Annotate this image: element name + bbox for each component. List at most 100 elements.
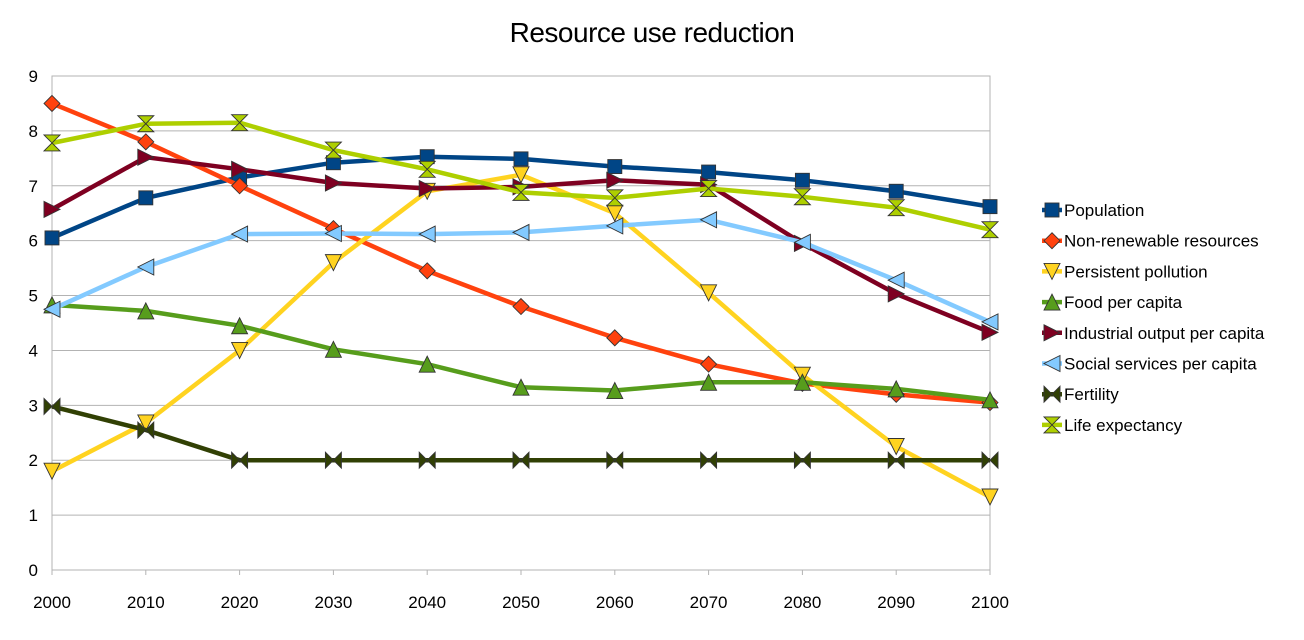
legend-item: Non-renewable resources [1042,232,1259,251]
y-tick-label: 1 [29,506,38,525]
y-tick-label: 2 [29,451,38,470]
data-point [980,221,1000,239]
y-tick-label: 8 [29,122,38,141]
x-tick-label: 2010 [127,593,165,612]
data-point [231,451,249,470]
data-point [418,179,437,198]
axes: 0 1 2 3 4 5 6 7 8 9 2000 2010 2020 2030 2040 2050 2060 20… [29,67,1009,612]
data-point [138,190,154,206]
legend-label: Population [1064,201,1144,220]
y-tick-label: 7 [29,177,38,196]
data-point [324,340,343,358]
legend-label: Social services per capita [1064,355,1257,374]
data-point [887,438,905,456]
data-point [512,451,530,470]
legend-marker [1043,385,1061,404]
grid [51,75,991,571]
x-tick-label: 2090 [877,593,915,612]
legend-marker [1042,354,1061,373]
legend-marker [1043,324,1062,342]
legend-item: Food per capita [1042,293,1183,312]
data-point [982,199,998,215]
legend-label: Persistent pollution [1064,262,1208,281]
data-point [699,284,718,302]
data-point [137,414,155,432]
data-point [137,420,155,440]
data-point [981,488,999,507]
legend-marker [1042,416,1062,434]
data-point [43,397,61,416]
data-point [607,159,623,175]
data-point [793,373,812,391]
legend-item: Persistent pollution [1042,262,1208,281]
legend-item: Population [1042,201,1144,220]
x-tick-label: 2020 [221,593,259,612]
legend: Population Non-renewable resources Persist… [1042,201,1265,435]
data-point [981,451,999,470]
data-point [418,160,437,178]
data-point [513,151,529,167]
legend-label: Non-renewable resources [1064,232,1259,251]
legend-label: Life expectancy [1064,416,1183,435]
data-point [605,217,624,235]
series-line [50,172,992,499]
data-point [230,341,249,360]
series-line [51,404,990,463]
x-tick-label: 2070 [690,593,728,612]
legend-marker [1044,202,1060,218]
data-point [137,148,155,166]
data-point [418,355,436,373]
series-life-expectancy [42,114,1000,239]
legend-item: Life expectancy [1042,416,1183,435]
x-tick-label: 2050 [502,593,540,612]
legend-marker [1043,293,1061,311]
series-population [44,149,998,246]
data-point [43,200,62,219]
data-point [230,177,249,195]
y-tick-label: 6 [29,232,38,251]
data-point [888,183,904,199]
y-tick-label: 3 [29,396,38,415]
data-point [887,271,905,289]
data-point [887,379,905,398]
data-point [230,225,249,243]
data-point [887,199,906,217]
data-point [324,141,343,159]
series-layer [42,94,1000,507]
data-point [511,223,530,242]
data-point [324,224,342,243]
data-point [793,233,811,252]
data-point [324,254,343,272]
y-tick-label: 9 [29,67,38,86]
x-tick-label: 2060 [596,593,634,612]
series-social-services-per-capita [42,211,999,331]
x-tick-label: 2000 [33,593,71,612]
data-point [511,183,531,201]
data-point [699,211,718,229]
data-point [418,225,436,243]
data-point [887,285,906,303]
chart-title: Resource use reduction [510,17,795,48]
data-point [512,297,530,316]
y-tick-label: 5 [29,287,38,306]
data-point [136,115,155,133]
data-point [606,381,624,399]
legend-label: Food per capita [1064,293,1183,312]
data-point [230,316,249,335]
y-tick-label: 4 [29,341,38,360]
data-point [418,451,436,470]
legend-label: Fertility [1064,385,1119,404]
data-point [44,230,60,246]
data-point [793,188,812,206]
data-point [699,355,718,373]
data-point [43,94,61,113]
data-point [605,189,624,207]
x-tick-label: 2030 [314,593,352,612]
data-point [606,329,624,347]
data-point [418,262,436,280]
plot-frame [51,75,991,571]
data-point [136,258,155,276]
data-point [699,373,718,391]
data-point [42,134,62,152]
